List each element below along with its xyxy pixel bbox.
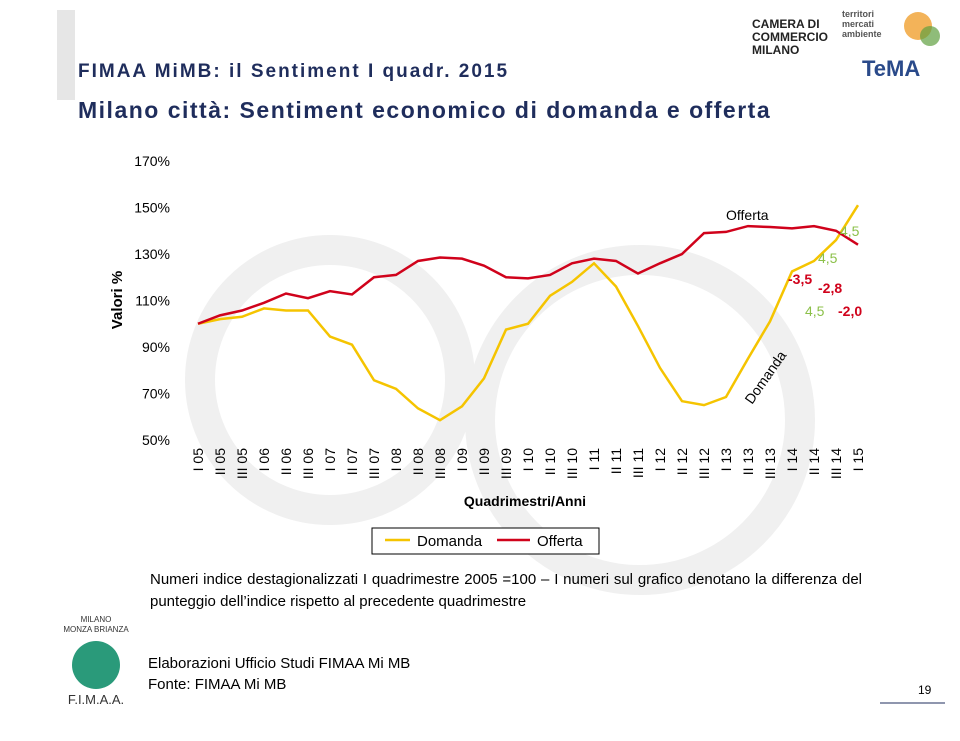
x-tick-label: II 08 <box>410 448 426 475</box>
annotation: Offerta <box>726 207 769 223</box>
y-tick-label: 70% <box>142 386 170 402</box>
x-tick-label: II 10 <box>542 448 558 475</box>
y-tick-label: 50% <box>142 432 170 448</box>
source: Fonte: FIMAA Mi MB <box>148 676 286 693</box>
logo-mark <box>72 641 120 689</box>
legend-label: Domanda <box>417 533 483 550</box>
subtitle: FIMAA MiMB: il Sentiment I quadr. 2015 <box>78 61 509 82</box>
x-tick-label: II 12 <box>674 448 690 475</box>
side-band <box>57 10 75 100</box>
x-tick-label: III 11 <box>630 448 646 478</box>
x-tick-label: III 08 <box>432 448 448 479</box>
logo-text: MILANO <box>81 615 112 624</box>
series-line <box>197 224 859 325</box>
x-tick-label: III 09 <box>498 448 514 479</box>
logo-text: CAMERA DI <box>752 17 820 31</box>
x-axis-title: Quadrimestri/Anni <box>464 493 586 509</box>
logo-text: MILANO <box>752 43 799 57</box>
x-tick-label: II 13 <box>740 448 756 475</box>
x-tick-label: I 09 <box>454 448 470 472</box>
logo-text: MONZA BRIANZA <box>63 625 129 634</box>
annotation: 4,5 <box>818 250 838 266</box>
y-tick-label: 130% <box>134 246 170 262</box>
annotation: 4,5 <box>840 223 860 239</box>
x-tick-label: I 14 <box>784 448 800 472</box>
y-tick-label: 90% <box>142 339 170 355</box>
title: Milano città: Sentiment economico di dom… <box>78 97 771 123</box>
x-tick-label: II 09 <box>476 448 492 475</box>
logo-text: mercati <box>842 19 874 29</box>
x-tick-label: I 05 <box>190 448 206 472</box>
series-line <box>197 204 860 422</box>
page-number: 19 <box>918 683 932 697</box>
x-tick-label: III 14 <box>828 448 844 479</box>
x-tick-label: III 13 <box>762 448 778 479</box>
x-tick-label: III 07 <box>366 448 382 479</box>
logo-text: territori <box>842 9 874 19</box>
logo-text: COMMERCIO <box>752 30 828 44</box>
x-tick-label: III 06 <box>300 448 316 479</box>
annotation: -2,8 <box>818 280 842 296</box>
annotation: -2,0 <box>838 303 862 319</box>
x-tick-label: II 14 <box>806 448 822 475</box>
logo-text: TeMA <box>862 56 920 81</box>
x-tick-label: II 05 <box>212 448 228 475</box>
logo <box>742 12 802 62</box>
logo-mark <box>920 26 940 46</box>
legend-label: Offerta <box>537 533 583 550</box>
x-tick-label: I 13 <box>718 448 734 472</box>
x-tick-label: II 11 <box>608 448 624 474</box>
y-tick-label: 170% <box>134 153 170 169</box>
bg-swirl <box>465 245 815 595</box>
bg-swirl <box>185 235 475 525</box>
x-tick-label: I 06 <box>256 448 272 472</box>
source: Elaborazioni Ufficio Studi FIMAA Mi MB <box>148 655 410 672</box>
x-tick-label: I 12 <box>652 448 668 472</box>
logo-text: F.I.M.A.A. <box>68 692 124 707</box>
x-tick-label: II 06 <box>278 448 294 475</box>
x-tick-label: III 12 <box>696 448 712 479</box>
y-axis-title: Valori % <box>109 271 126 329</box>
y-tick-label: 110% <box>135 293 170 309</box>
annotation: -3,5 <box>788 271 812 287</box>
x-tick-label: I 11 <box>586 448 602 471</box>
x-tick-label: I 15 <box>850 448 866 472</box>
logo-text: ambiente <box>842 29 882 39</box>
x-tick-label: III 05 <box>234 448 250 479</box>
x-tick-label: III 10 <box>564 448 580 479</box>
x-tick-label: II 07 <box>344 448 360 475</box>
x-tick-label: I 07 <box>322 448 338 472</box>
notes: Numeri indice destagionalizzati I quadri… <box>150 571 862 610</box>
x-tick-label: I 10 <box>520 448 536 472</box>
annotation: 4,5 <box>805 303 825 319</box>
x-tick-label: I 08 <box>388 448 404 472</box>
y-tick-label: 150% <box>134 200 170 216</box>
